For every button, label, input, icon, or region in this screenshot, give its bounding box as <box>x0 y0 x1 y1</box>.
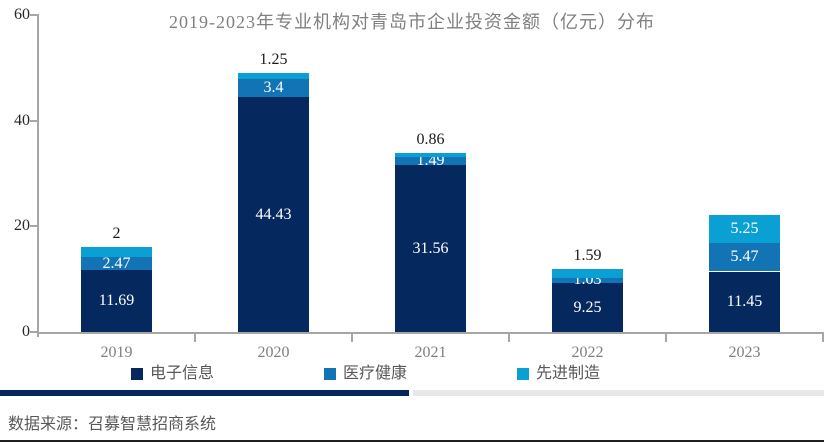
bar-value-label-inside: 9.25 <box>552 283 623 332</box>
bar-segment-医疗健康 <box>395 157 466 166</box>
bar-value-text: 11.69 <box>98 292 135 310</box>
bar-value-text: 5.25 <box>730 219 759 237</box>
y-axis-tick-label: 0 <box>22 323 30 340</box>
y-axis-tick-label: 60 <box>14 6 30 23</box>
x-axis-tick <box>194 334 196 342</box>
legend-label: 先进制造 <box>536 365 601 382</box>
bar-value-text: 2.47 <box>102 254 131 272</box>
y-axis-tick-label: 20 <box>14 217 30 235</box>
bar-segment-电子信息 <box>238 97 309 332</box>
legend-swatch-icon <box>517 368 529 380</box>
bar-segment-电子信息 <box>81 270 152 332</box>
x-axis-category-label: 2021 <box>414 344 447 361</box>
x-axis-tick <box>508 334 510 342</box>
bar-value-text: 5.47 <box>730 248 759 266</box>
divider-dark-segment <box>0 390 409 396</box>
bar-value-label-inside: 44.43 <box>238 97 309 332</box>
bar-value-text: 31.56 <box>412 239 449 257</box>
bar-segment-医疗健康 <box>552 277 623 284</box>
legend-label: 医疗健康 <box>343 365 408 382</box>
bottom-border-line <box>0 440 824 442</box>
bar-value-text: 9.25 <box>573 298 602 316</box>
bar-value-label-inside: 5.47 <box>709 243 780 272</box>
bar-value-label-outside: 0.86 <box>416 130 445 148</box>
bar-value-text: 3.4 <box>263 79 284 97</box>
y-axis-line <box>37 14 39 337</box>
bar-segment-医疗健康 <box>81 257 152 271</box>
y-axis-tick <box>30 14 37 16</box>
legend-item-电子信息: 电子信息 <box>131 366 214 382</box>
bar-value-label-inside: 31.56 <box>395 165 466 332</box>
bar-value-text: 11.45 <box>726 292 763 310</box>
bar-segment-先进制造 <box>81 246 152 258</box>
x-axis-tick <box>351 334 353 342</box>
bar-segment-先进制造 <box>709 214 780 243</box>
x-axis-category-label: 2020 <box>257 344 290 361</box>
y-axis-tick-label: 40 <box>14 111 30 129</box>
bar-value-label-inside: 1.49 <box>395 153 466 169</box>
x-axis-category-label: 2023 <box>728 344 761 361</box>
bar-segment-先进制造 <box>238 72 309 80</box>
bar-segment-医疗健康 <box>238 79 309 98</box>
bar-value-label-inside: 2.47 <box>81 254 152 272</box>
bar-value-label-inside: 5.25 <box>709 215 780 243</box>
bar-value-label-outside: 1.25 <box>259 50 288 68</box>
bar-segment-先进制造 <box>395 152 466 158</box>
bar-value-label-outside: 1.59 <box>573 247 602 265</box>
bar-segment-电子信息 <box>552 283 623 332</box>
legend: 电子信息 医疗健康 先进制造 <box>0 366 824 384</box>
chart-title: 2019-2023年专业机构对青岛市企业投资金额（亿元）分布 <box>169 12 655 32</box>
bar-value-label-inside: 1.03 <box>552 272 623 288</box>
bar-segment-电子信息 <box>709 271 780 332</box>
y-axis-tick <box>30 331 37 333</box>
legend-swatch-icon <box>324 368 336 380</box>
x-axis-tick <box>665 334 667 342</box>
legend-item-医疗健康: 医疗健康 <box>324 366 407 382</box>
y-axis-tick <box>30 119 37 122</box>
bar-segment-医疗健康 <box>709 242 780 272</box>
bar-segment-先进制造 <box>552 269 623 278</box>
x-axis-category-label: 2019 <box>100 344 133 361</box>
x-axis-tick <box>822 334 824 342</box>
legend-swatch-icon <box>131 368 143 380</box>
bar-value-label-inside: 3.4 <box>238 79 309 97</box>
x-axis-category-label: 2022 <box>571 344 604 361</box>
data-source-note: 数据来源：召募智慧招商系统 <box>8 416 217 433</box>
bar-value-label-inside: 11.45 <box>709 272 780 332</box>
legend-item-先进制造: 先进制造 <box>517 366 600 382</box>
legend-label: 电子信息 <box>150 365 215 382</box>
y-axis-tick <box>30 225 37 228</box>
divider-light-segment <box>413 390 824 396</box>
bar-value-label-inside: 11.69 <box>81 270 152 332</box>
x-axis-line <box>38 332 824 334</box>
bar-segment-电子信息 <box>395 165 466 332</box>
bar-value-label-outside: 2 <box>112 224 121 242</box>
bar-value-text: 44.43 <box>255 205 292 223</box>
